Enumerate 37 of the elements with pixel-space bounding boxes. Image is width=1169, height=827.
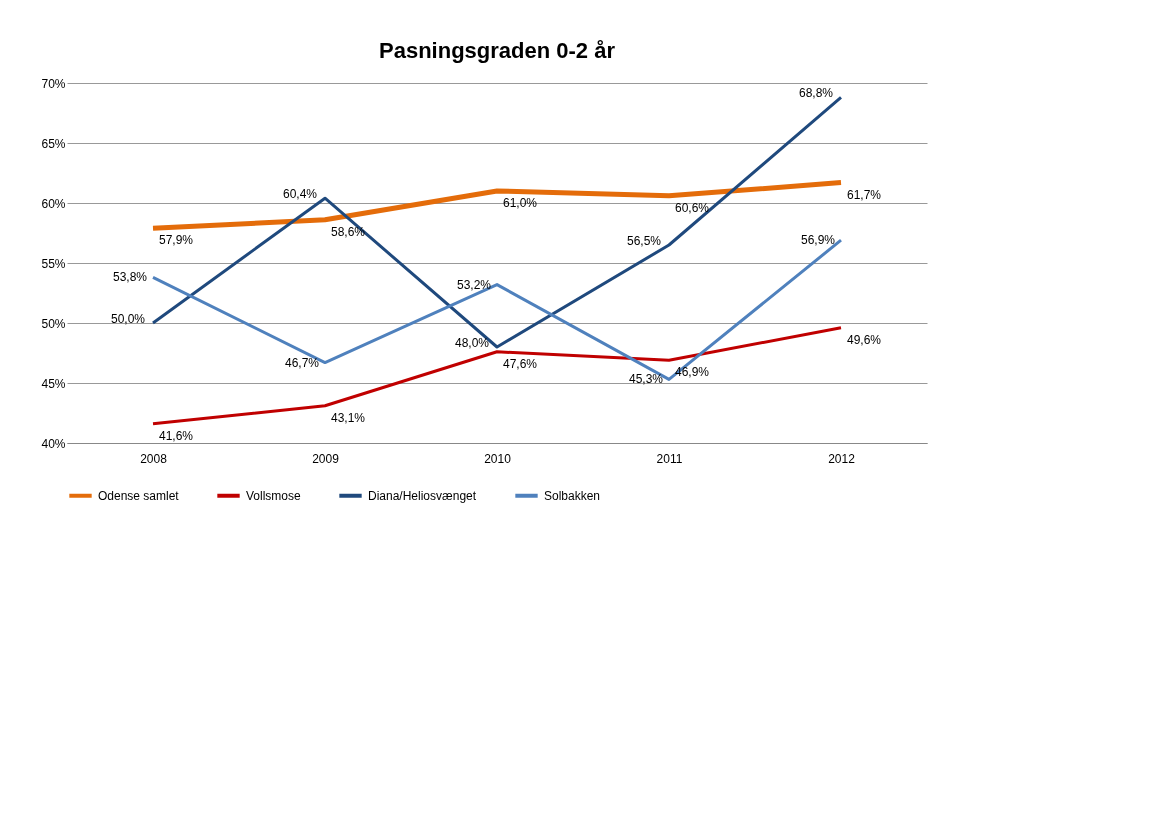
data-label: 43,1%: [331, 410, 366, 425]
data-label: 61,7%: [847, 187, 882, 202]
data-label: 48,0%: [454, 336, 490, 350]
legend-label: Solbakken: [544, 488, 601, 503]
data-label: 49,6%: [847, 332, 882, 347]
chart-title: Pasningsgraden 0-2 år: [379, 38, 616, 63]
data-label: 53,2%: [456, 277, 492, 292]
y-tick-label: 70%: [41, 76, 66, 91]
data-label: 58,6%: [331, 224, 366, 239]
y-tick-label: 60%: [41, 196, 66, 211]
data-label: 47,6%: [503, 356, 538, 371]
x-tick-label: 2011: [656, 451, 683, 466]
x-tick-label: 2012: [828, 451, 856, 466]
data-label: 53,8%: [112, 270, 148, 285]
y-tick-label: 55%: [41, 256, 66, 271]
data-label: 41,6%: [159, 428, 194, 443]
data-label: 60,4%: [282, 187, 318, 202]
legend-label: Odense samlet: [98, 488, 180, 503]
data-label: 60,6%: [675, 200, 710, 215]
x-tick-label: 2008: [140, 451, 168, 466]
y-tick-label: 40%: [41, 436, 66, 451]
data-label: 56,9%: [800, 233, 836, 248]
legend-label: Diana/Heliosvænget: [368, 488, 477, 503]
y-tick-label: 50%: [41, 316, 66, 331]
line-series: [151, 326, 843, 426]
legend-label: Vollsmose: [246, 488, 302, 503]
data-label: 50,0%: [110, 312, 146, 326]
data-label: 57,9%: [159, 233, 194, 248]
data-label: 56,5%: [626, 234, 662, 248]
data-label: 68,8%: [798, 86, 834, 101]
data-label: 45,3%: [628, 372, 664, 387]
y-tick-label: 65%: [41, 136, 66, 151]
x-tick-label: 2009: [312, 451, 340, 466]
y-tick-label: 45%: [41, 376, 66, 391]
x-tick-label: 2010: [484, 451, 512, 466]
data-label: 46,7%: [284, 355, 320, 370]
data-label: 61,0%: [503, 196, 538, 210]
